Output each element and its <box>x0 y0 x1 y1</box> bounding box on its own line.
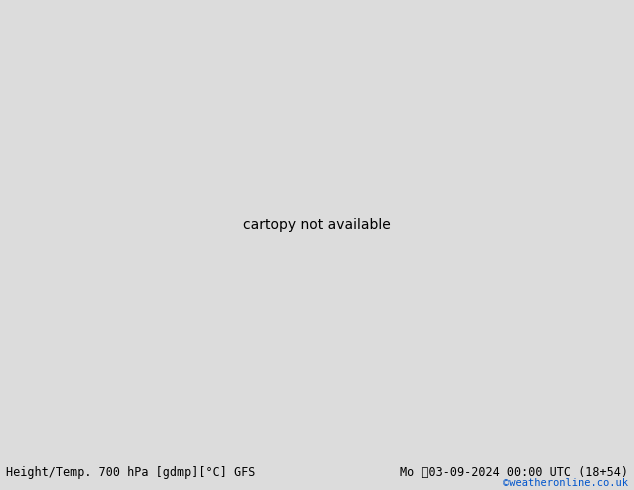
Text: Height/Temp. 700 hPa [gdmp][°C] GFS: Height/Temp. 700 hPa [gdmp][°C] GFS <box>6 466 256 479</box>
Text: ©weatheronline.co.uk: ©weatheronline.co.uk <box>503 478 628 489</box>
Text: Mo ˃03-09-2024 00:00 UTC (18+54): Mo ˃03-09-2024 00:00 UTC (18+54) <box>399 466 628 479</box>
Text: cartopy not available: cartopy not available <box>243 218 391 232</box>
